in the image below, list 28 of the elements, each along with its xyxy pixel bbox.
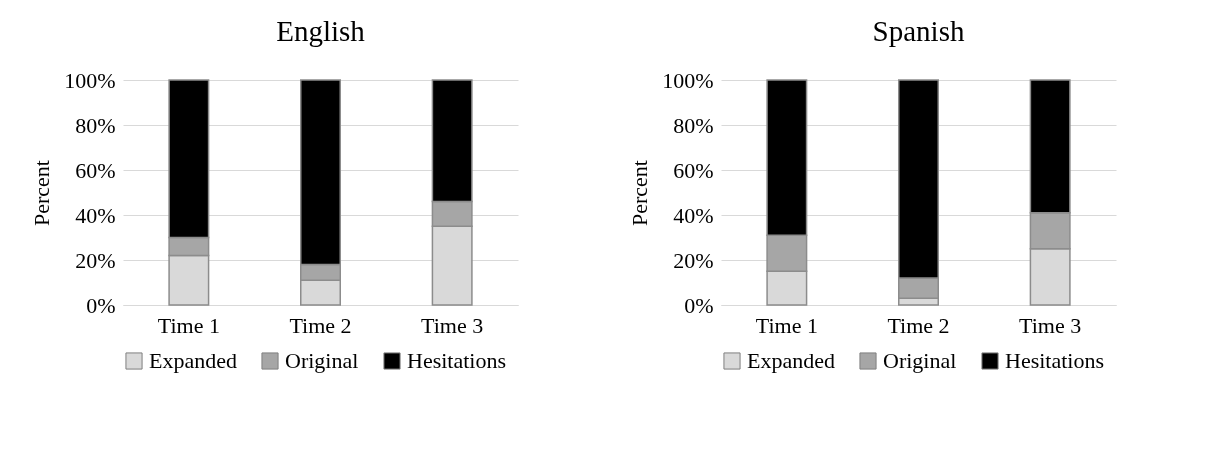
y-tick-label: 80% xyxy=(673,112,714,138)
x-tick-label: Time 2 xyxy=(289,312,352,338)
legend-label: Hesitations xyxy=(1005,348,1104,373)
y-axis-title: Percent xyxy=(29,160,55,226)
y-tick-label: 20% xyxy=(673,247,714,273)
y-tick-label: 60% xyxy=(673,157,714,183)
y-tick-label: 0% xyxy=(684,292,714,318)
legend-label: Expanded xyxy=(149,348,237,373)
chart-title: Spanish xyxy=(872,15,965,47)
y-tick-label: 100% xyxy=(662,67,714,93)
y-tick-label: 100% xyxy=(64,67,116,93)
chart-title: English xyxy=(276,15,366,47)
y-axis-title: Percent xyxy=(627,160,653,226)
x-tick-label: Time 3 xyxy=(1019,312,1082,338)
y-tick-label: 40% xyxy=(75,202,116,228)
y-tick-label: 20% xyxy=(75,247,116,273)
legend-label: Original xyxy=(883,348,957,373)
legend-label: Hesitations xyxy=(407,348,506,373)
x-tick-label: Time 1 xyxy=(755,312,818,338)
legend-label: Expanded xyxy=(747,348,835,373)
y-tick-label: 0% xyxy=(86,292,116,318)
y-tick-label: 60% xyxy=(75,157,116,183)
x-tick-label: Time 1 xyxy=(157,312,220,338)
legend-label: Original xyxy=(285,348,359,373)
x-tick-label: Time 2 xyxy=(887,312,950,338)
x-tick-label: Time 3 xyxy=(421,312,484,338)
y-tick-label: 80% xyxy=(75,112,116,138)
y-tick-label: 40% xyxy=(673,202,714,228)
